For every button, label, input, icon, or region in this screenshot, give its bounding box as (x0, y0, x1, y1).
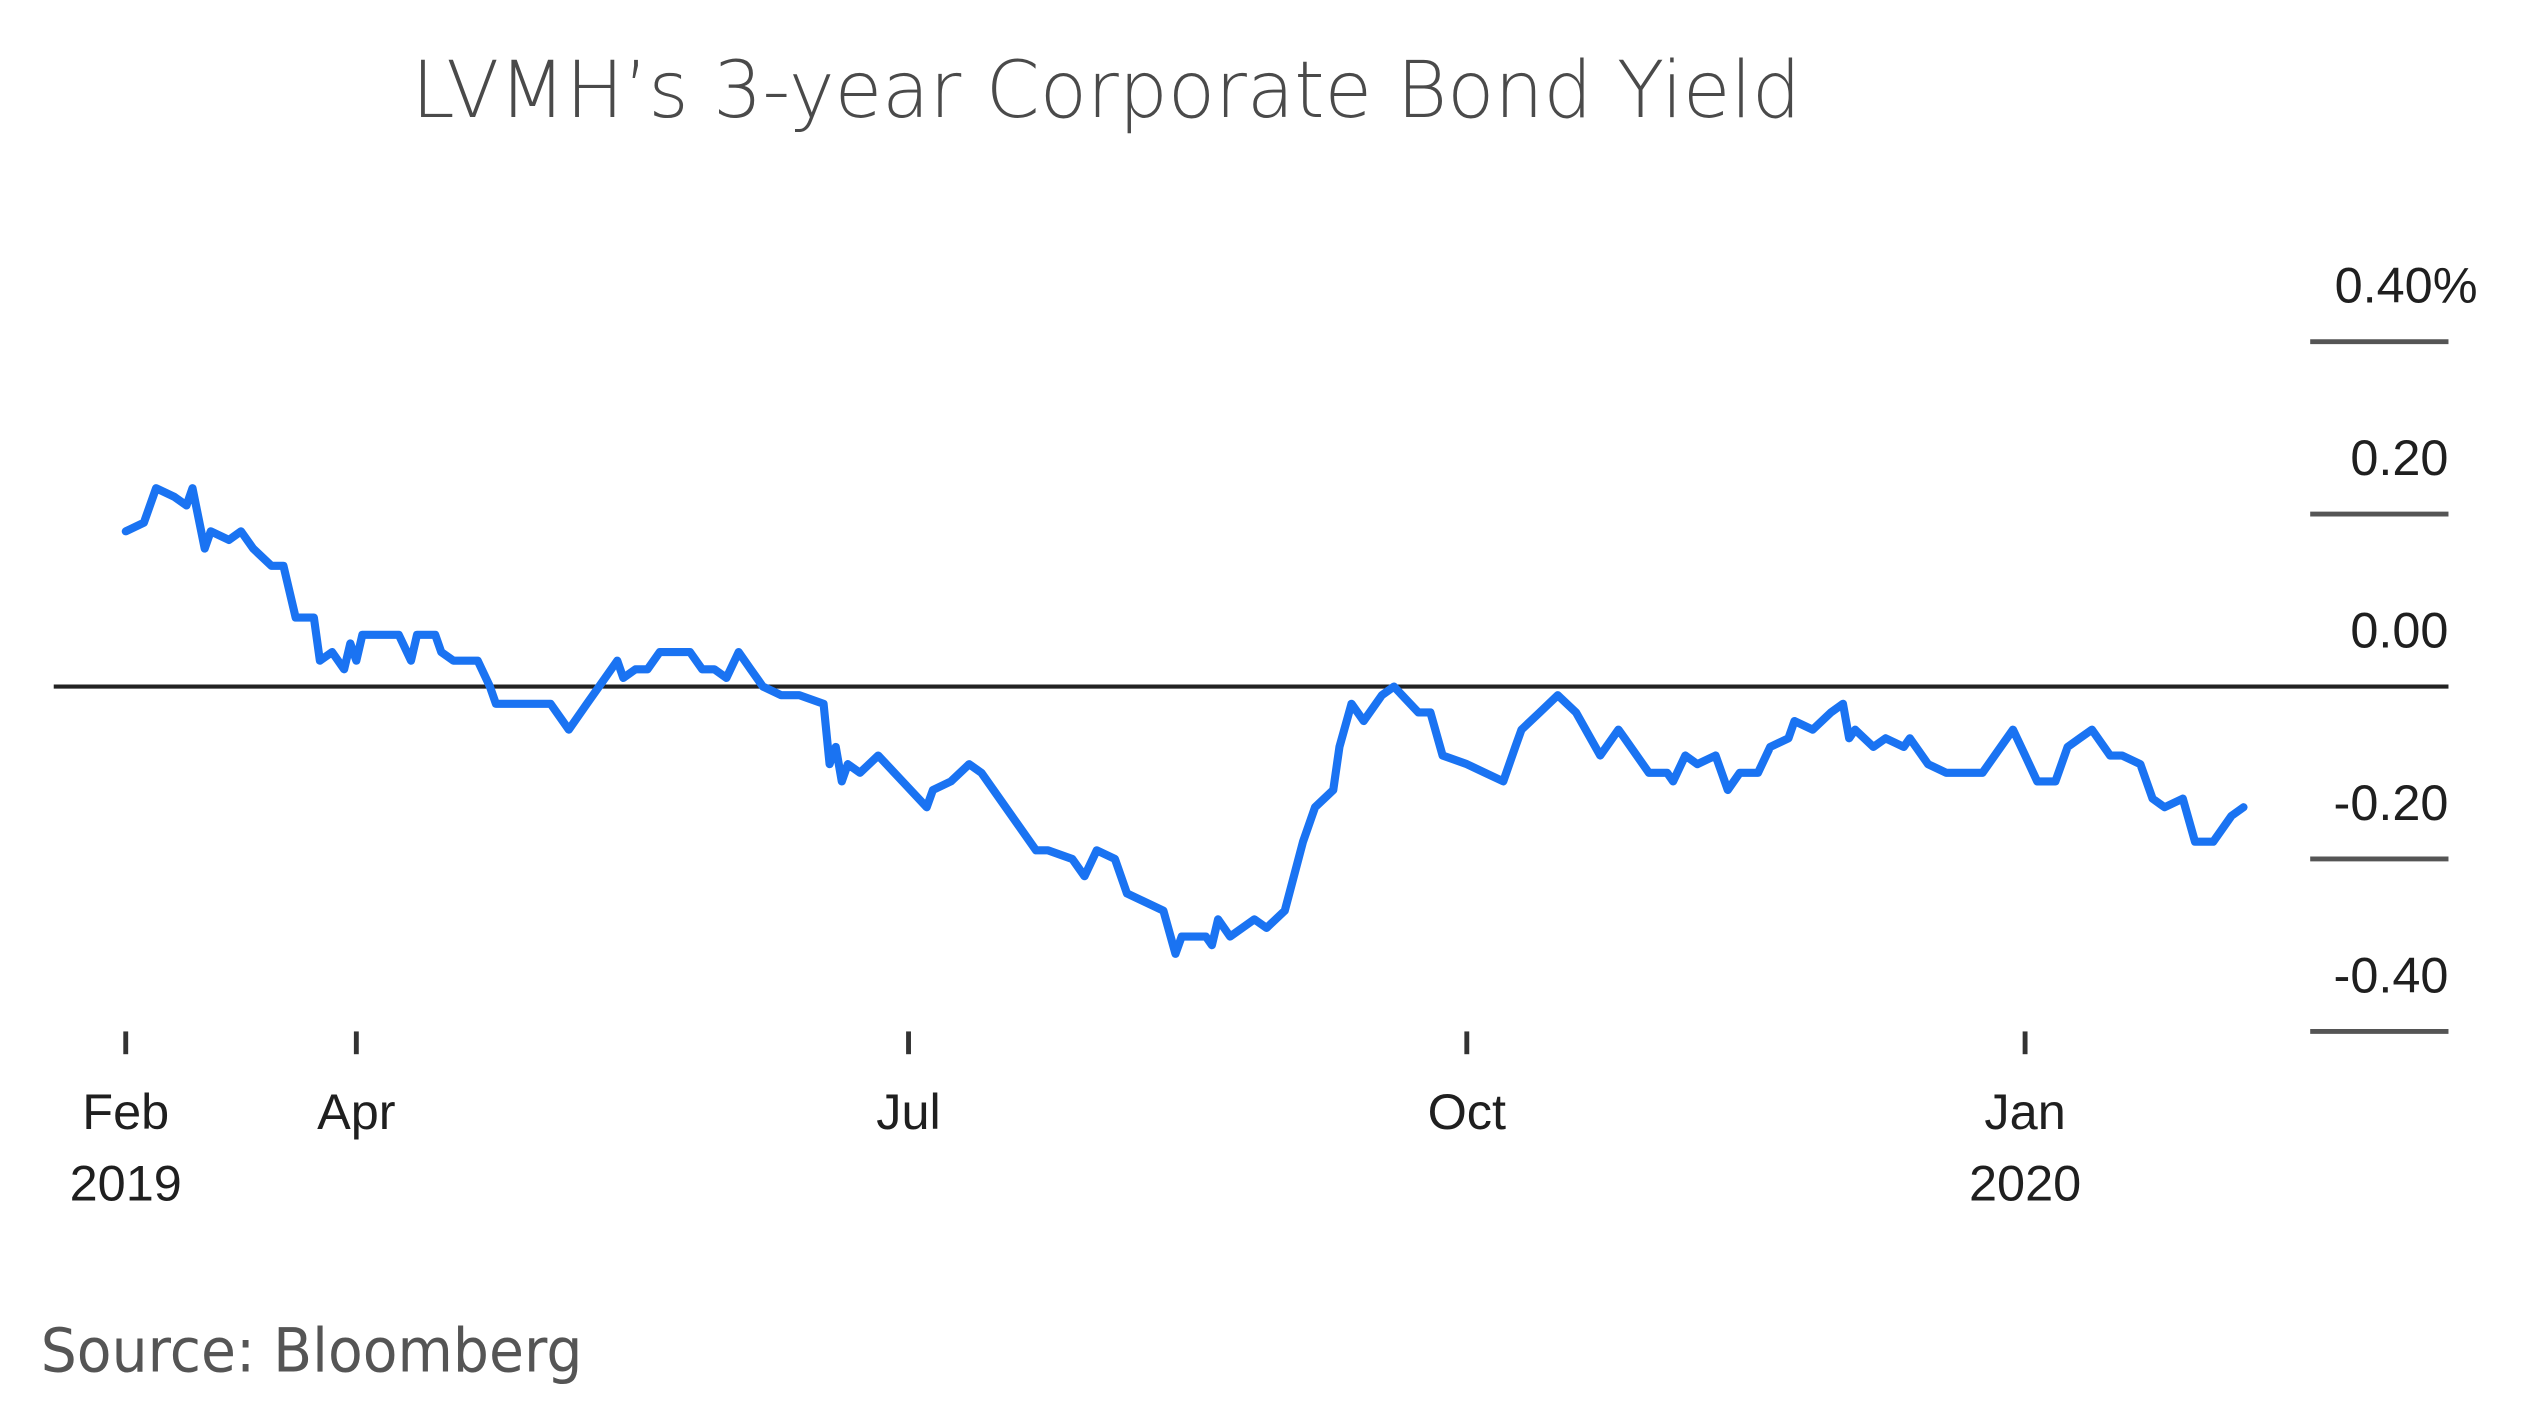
y-tick-label: 0.40% (2335, 257, 2478, 314)
x-tick-label: Apr (317, 1083, 395, 1140)
x-tick-label: Jul (876, 1083, 940, 1140)
y-tick-label: -0.40 (2334, 946, 2449, 1003)
x-axis: Feb 2019 Apr Jul Oct Jan 2020 (70, 1031, 2081, 1212)
y-tick-label: 0.20 (2350, 429, 2448, 486)
source-note: Source: Bloomberg (41, 1316, 583, 1386)
y-tick-label: 0.00 (2350, 601, 2448, 658)
x-tick-label: Jan (1984, 1083, 2065, 1140)
x-tick-label: Feb (82, 1083, 169, 1140)
x-tick-year-label: 2020 (1969, 1155, 2081, 1212)
y-tick-label: -0.20 (2334, 774, 2449, 831)
x-tick-label: Oct (1428, 1083, 1506, 1140)
y-axis: 0.40% 0.20 0.00 -0.20 -0.40 (2310, 257, 2478, 1034)
chart-title: LVMH’s 3-year Corporate Bond Yield (412, 46, 1801, 136)
x-tick-year-label: 2019 (70, 1155, 182, 1212)
yield-series-line (121, 484, 2248, 958)
